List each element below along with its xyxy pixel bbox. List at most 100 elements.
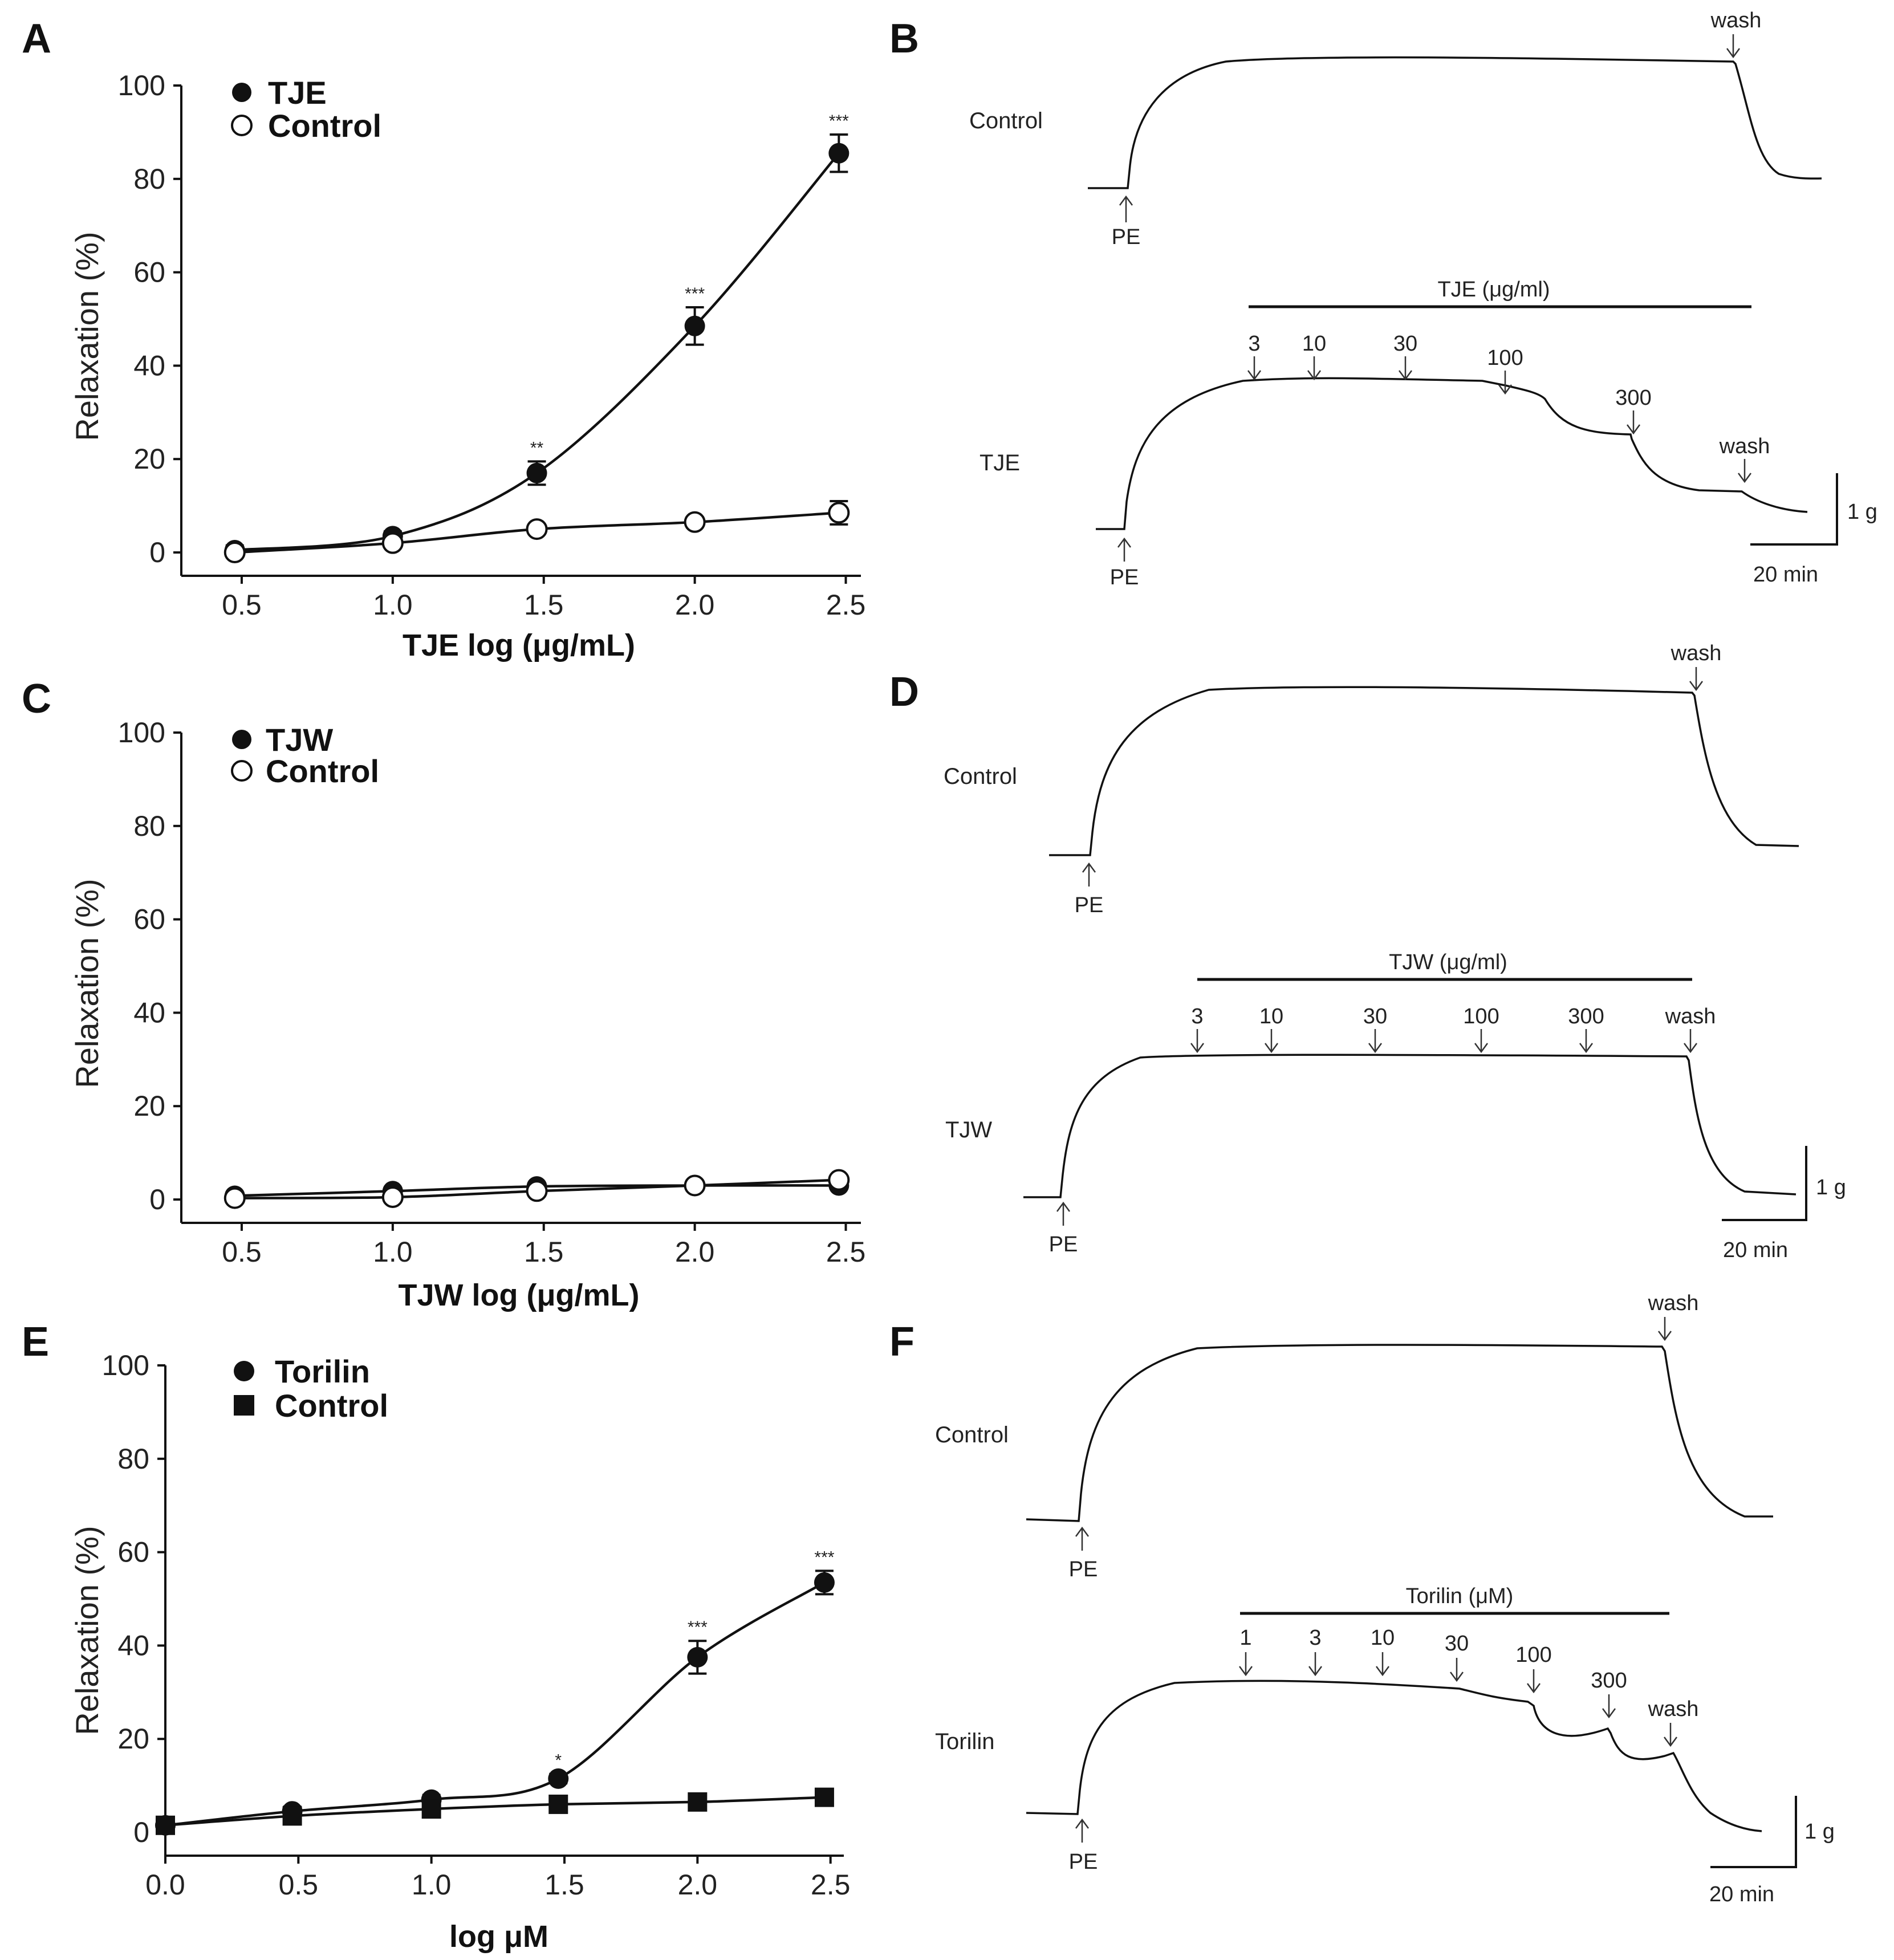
dose-arrow-icon: [1449, 1658, 1464, 1682]
legend-marker-control: [234, 1395, 254, 1416]
legend-marker-control: [231, 115, 253, 136]
y-tick-label: 100: [118, 717, 165, 749]
dose-arrow-icon: [1474, 1029, 1489, 1054]
dose-arrow-icon: [1307, 356, 1322, 381]
tje-fit-line: [234, 152, 840, 552]
trace-panel-d: Control PE wash TJW (μg/ml) PE TJW 3 10 …: [944, 641, 1846, 1262]
trace-d-control: [1049, 686, 1799, 856]
significance-label: ***: [829, 112, 849, 131]
y-tick-label: 20: [117, 1723, 149, 1755]
x-tick-label: 0.0: [145, 1869, 185, 1901]
legend-label-control: Control: [275, 1388, 388, 1424]
legend-marker-torilin: [234, 1361, 254, 1381]
chart-c-ylabel: Relaxation (%): [69, 879, 105, 1088]
y-tick-label: 0: [133, 1816, 149, 1848]
y-tick-label: 60: [117, 1536, 149, 1568]
chart-a-ylabel: Relaxation (%): [69, 231, 105, 441]
pe-arrow-icon: [1056, 1201, 1071, 1226]
trace-b-control: [1088, 56, 1822, 189]
pe-arrow-icon: [1075, 1526, 1090, 1551]
trace-b-bar-label: TJE (μg/ml): [1437, 278, 1550, 302]
panel-letter-c: C: [22, 676, 51, 722]
control-point: [223, 542, 246, 564]
scale-bar: [1722, 1146, 1807, 1221]
dose-arrow-icon: [1308, 1652, 1323, 1677]
scale-bar: [1710, 1796, 1797, 1868]
trace-f-wash-label-2: wash: [1648, 1697, 1699, 1721]
significance-label: *: [555, 1751, 562, 1770]
tje-point: [684, 315, 705, 336]
legend-label-tje: TJE: [268, 75, 327, 111]
x-tick-label: 1.0: [412, 1869, 452, 1901]
tje-point: [526, 462, 547, 483]
control-point: [688, 1792, 708, 1812]
control-point: [684, 1174, 706, 1197]
trace-f-control-label: Control: [935, 1422, 1009, 1447]
y-tick-label: 80: [133, 163, 165, 195]
trace-f-treat-label: Torilin: [935, 1729, 994, 1754]
pe-arrow-icon: [1117, 537, 1132, 562]
y-tick-label: 20: [133, 443, 165, 475]
dose-label: 10: [1371, 1626, 1395, 1650]
y-tick-label: 60: [133, 904, 165, 936]
dose-label: 30: [1363, 1005, 1387, 1028]
control-point: [526, 1180, 548, 1202]
scale-x-label: 20 min: [1709, 1882, 1774, 1906]
trace-f-treatment: [1026, 1680, 1762, 1832]
chart-a: Relaxation (%) TJE log (μg/mL) TJE Contr…: [69, 70, 865, 662]
y-tick-label: 40: [133, 349, 165, 381]
dose-arrow-icon: [1264, 1029, 1279, 1054]
trace-d-pe-label-2: PE: [1049, 1233, 1078, 1256]
trace-d-pe-label: PE: [1075, 893, 1104, 917]
trace-b-wash-label-2: wash: [1719, 434, 1770, 458]
control-point: [421, 1799, 441, 1819]
panel-letter-e: E: [22, 1319, 49, 1365]
x-tick-label: 1.0: [373, 589, 413, 621]
legend-marker-tje: [232, 83, 251, 102]
control-point: [282, 1806, 302, 1826]
trace-d-bar-label: TJW (μg/ml): [1389, 950, 1507, 974]
trace-f-wash-label: wash: [1648, 1291, 1699, 1315]
wash-arrow-icon: [1657, 1317, 1672, 1341]
trace-f-pe-label-2: PE: [1069, 1850, 1098, 1874]
control-point: [684, 511, 706, 533]
trace-b-wash-label: wash: [1710, 9, 1762, 32]
significance-label: ***: [814, 1548, 834, 1567]
trace-d-wash-label-2: wash: [1665, 1005, 1716, 1028]
dose-arrow-icon: [1368, 1029, 1383, 1054]
panel-letter-d: D: [889, 669, 919, 715]
y-tick-label: 40: [117, 1629, 149, 1661]
chart-c: Relaxation (%) TJW log (μg/mL) TJW Contr…: [69, 717, 865, 1312]
dose-label: 300: [1615, 386, 1651, 410]
dose-arrow-icon: [1498, 371, 1513, 395]
scale-x-label: 20 min: [1723, 1238, 1788, 1262]
x-tick-label: 2.0: [675, 1236, 715, 1268]
dose-arrow-icon: [1602, 1694, 1616, 1719]
y-tick-label: 80: [117, 1443, 149, 1475]
y-tick-label: 100: [118, 70, 165, 101]
scale-y-label: 1 g: [1847, 500, 1877, 524]
control-point: [548, 1794, 568, 1814]
dose-label: 30: [1445, 1632, 1469, 1656]
pe-arrow-icon: [1119, 195, 1133, 222]
trace-f-control: [1026, 1344, 1773, 1522]
significance-label: ***: [688, 1618, 708, 1637]
x-tick-label: 0.5: [279, 1869, 319, 1901]
wash-arrow-icon: [1689, 667, 1704, 692]
legend-label-control: Control: [266, 753, 379, 789]
dose-arrow-icon: [1398, 356, 1413, 381]
y-tick-label: 0: [149, 1184, 165, 1215]
significance-label: ***: [685, 284, 705, 303]
wash-arrow-icon: [1663, 1723, 1678, 1747]
control-point: [828, 502, 850, 524]
wash-arrow-icon: [1737, 459, 1752, 483]
pe-arrow-icon: [1082, 862, 1096, 887]
dose-label: 100: [1515, 1643, 1551, 1667]
control-point: [381, 532, 404, 554]
dose-label: 3: [1191, 1005, 1203, 1028]
control-point: [223, 1187, 246, 1209]
y-tick-label: 60: [133, 257, 165, 288]
trace-d-treatment: [1023, 1054, 1797, 1198]
dose-label: 10: [1259, 1005, 1283, 1028]
y-tick-label: 0: [149, 536, 165, 568]
